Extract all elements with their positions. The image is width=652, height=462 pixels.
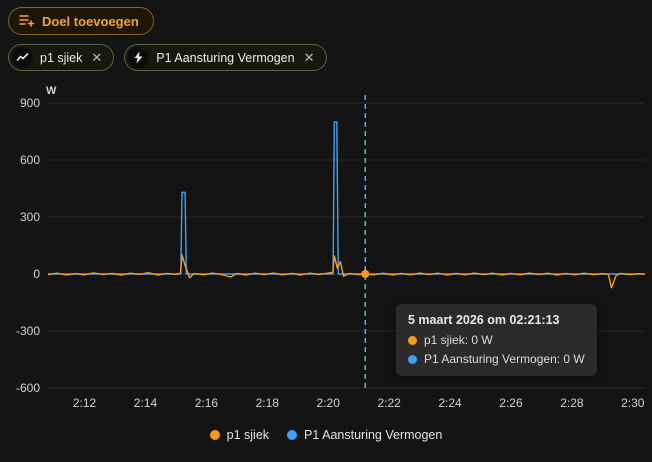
- add-goal-label: Doel toevoegen: [42, 13, 139, 29]
- legend-item-p1-aansturing-vermogen[interactable]: P1 Aansturing Vermogen: [287, 428, 442, 442]
- series-color-dot: [408, 335, 417, 345]
- chip-label: P1 Aansturing Vermogen: [156, 50, 295, 65]
- entity-chips: p1 sjiek ✕ P1 Aansturing Vermogen ✕: [8, 44, 327, 71]
- power-history-chart[interactable]: 900 600 300 0 -300 -600 W 2:12 2:14 2:16 2:18 2:20 2…: [0, 85, 652, 420]
- y-tick-label: 0: [33, 267, 40, 281]
- x-tick-label: 2:16: [195, 396, 219, 410]
- chip-p1-aansturing-vermogen[interactable]: P1 Aansturing Vermogen ✕: [124, 44, 327, 71]
- chip-label: p1 sjiek: [40, 50, 83, 65]
- tooltip-row-text: P1 Aansturing Vermogen: 0 W: [424, 352, 585, 366]
- x-tick-label: 2:14: [134, 396, 158, 410]
- chart-tooltip: 5 maart 2026 om 02:21:13 p1 sjiek: 0 W P…: [396, 304, 597, 376]
- x-tick-label: 2:30: [621, 396, 645, 410]
- series-line-p1-aansturing-vermogen: [48, 121, 645, 275]
- y-tick-label: 900: [20, 96, 40, 110]
- legend-item-p1-sjiek[interactable]: p1 sjiek: [209, 428, 270, 442]
- tooltip-row: p1 sjiek: 0 W: [408, 333, 585, 347]
- line-chart-icon: [12, 47, 33, 68]
- x-tick-label: 2:18: [256, 396, 280, 410]
- series-line-p1-sjiek: [47, 254, 646, 289]
- x-tick-label: 2:20: [317, 396, 341, 410]
- series-color-dot: [408, 354, 417, 364]
- tooltip-row-text: p1 sjiek: 0 W: [424, 333, 493, 347]
- legend-color-dot: [287, 430, 298, 440]
- x-tick-label: 2:12: [73, 396, 97, 410]
- legend-label: p1 sjiek: [226, 428, 270, 442]
- x-tick-label: 2:22: [377, 396, 401, 410]
- tooltip-timestamp: 5 maart 2026 om 02:21:13: [408, 313, 560, 327]
- chip-close-icon[interactable]: ✕: [91, 50, 103, 65]
- y-tick-label: -600: [16, 381, 40, 395]
- x-tick-label: 2:26: [499, 396, 523, 410]
- chart-legend: p1 sjiek P1 Aansturing Vermogen: [0, 428, 652, 442]
- cursor-marker-dot: [361, 270, 370, 278]
- add-goal-button[interactable]: Doel toevoegen: [8, 7, 154, 35]
- legend-label: P1 Aansturing Vermogen: [304, 428, 443, 442]
- y-tick-label: 300: [20, 210, 40, 224]
- x-tick-label: 2:28: [560, 396, 584, 410]
- legend-color-dot: [209, 430, 220, 440]
- chip-close-icon[interactable]: ✕: [303, 50, 315, 65]
- y-tick-label: -300: [16, 324, 40, 338]
- x-tick-label: 2:24: [438, 396, 462, 410]
- playlist-plus-icon: [19, 13, 35, 30]
- chip-p1-sjiek[interactable]: p1 sjiek ✕: [8, 44, 115, 71]
- y-tick-label: 600: [20, 153, 40, 167]
- lightning-bolt-icon: [128, 47, 150, 68]
- y-axis-unit: W: [46, 85, 57, 97]
- tooltip-row: P1 Aansturing Vermogen: 0 W: [408, 352, 585, 366]
